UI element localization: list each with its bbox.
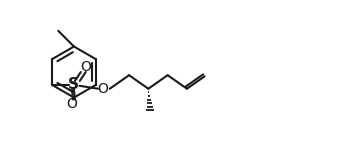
- Text: O: O: [80, 60, 91, 74]
- Text: O: O: [66, 97, 77, 111]
- Text: O: O: [97, 82, 108, 96]
- Text: S: S: [68, 77, 79, 92]
